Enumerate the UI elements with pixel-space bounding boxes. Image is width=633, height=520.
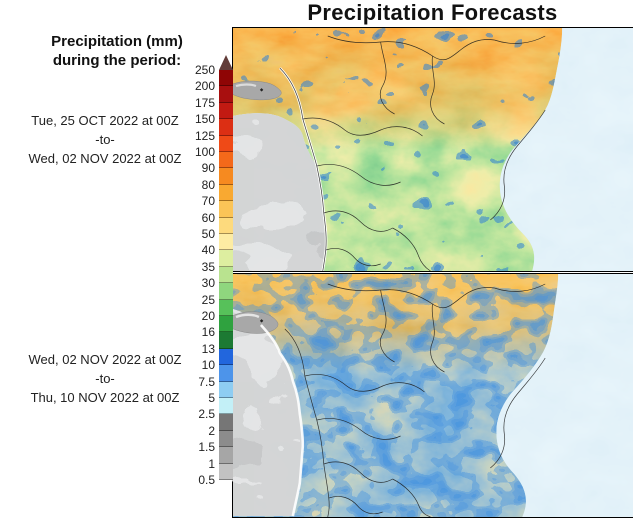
svg-text:◆: ◆ (260, 318, 264, 323)
svg-text:◆: ◆ (260, 87, 264, 92)
